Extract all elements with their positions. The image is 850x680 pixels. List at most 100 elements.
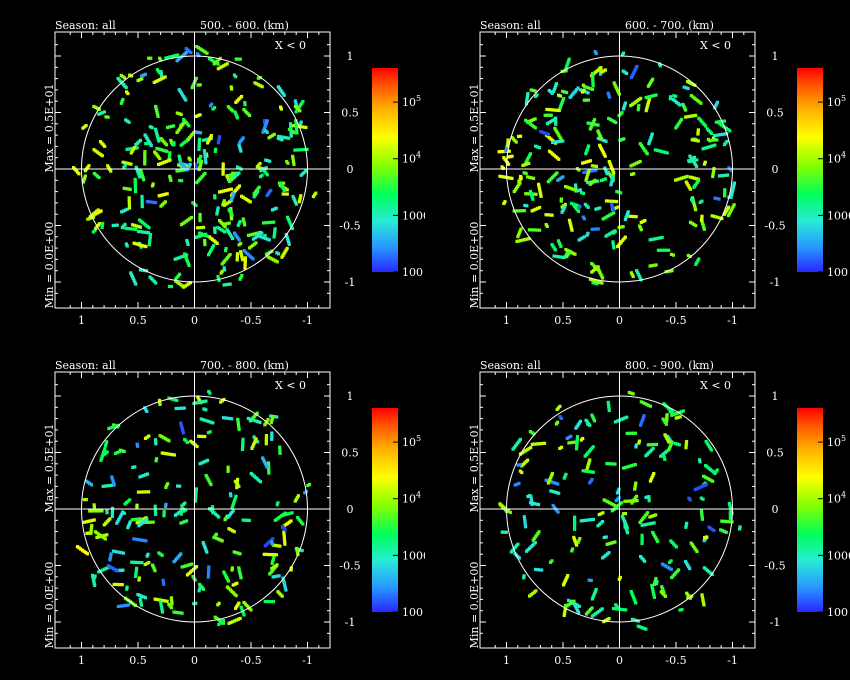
data-point: [198, 231, 202, 235]
data-point: [538, 188, 542, 192]
x-tick-label: 1: [78, 314, 85, 327]
data-point: [90, 573, 95, 578]
data-point: [156, 162, 161, 167]
data-point: [278, 449, 282, 453]
data-point: [581, 161, 585, 165]
data-point: [539, 130, 543, 134]
data-point: [266, 251, 270, 255]
data-point: [103, 447, 107, 451]
data-point: [666, 565, 670, 569]
data-point: [277, 134, 281, 138]
data-point: [601, 217, 605, 221]
data-point: [573, 252, 577, 256]
data-point: [137, 173, 141, 177]
data-point: [686, 86, 690, 91]
data-point: [95, 106, 100, 110]
data-point: [156, 155, 161, 159]
data-point: [556, 510, 560, 514]
data-point: [728, 510, 732, 515]
data-point: [253, 190, 258, 194]
panel-3: Season: all 700. - 800. (km) X < 0 Max = 0.…: [0, 340, 425, 680]
data-point: [524, 549, 529, 553]
data-point: [207, 567, 211, 571]
data-point: [512, 445, 516, 450]
data-point: [204, 548, 208, 552]
data-point: [665, 417, 669, 421]
data-point: [513, 444, 518, 448]
data-point: [713, 196, 717, 200]
data-point: [298, 196, 302, 200]
data-point: [140, 202, 144, 207]
data-point: [644, 109, 648, 113]
data-point: [668, 97, 672, 101]
data-point: [542, 441, 547, 445]
data-point: [159, 602, 163, 606]
data-point: [202, 542, 206, 547]
data-point: [550, 480, 554, 484]
data-point: [293, 198, 297, 202]
data-point: [140, 474, 144, 478]
data-point: [671, 253, 675, 257]
data-point: [574, 447, 579, 451]
data-point: [651, 587, 655, 591]
data-point: [586, 172, 590, 176]
data-point: [275, 574, 279, 578]
data-point: [598, 206, 602, 210]
data-point: [610, 199, 615, 203]
data-point: [665, 436, 669, 441]
data-point: [682, 104, 686, 108]
data-point: [165, 438, 169, 442]
data-point: [273, 564, 277, 568]
data-point: [83, 176, 87, 180]
data-point: [596, 227, 600, 231]
data-point: [675, 124, 679, 128]
data-point: [554, 481, 558, 485]
data-point: [283, 192, 287, 196]
data-point: [291, 129, 295, 134]
y-tick-label: -0.5: [764, 220, 785, 233]
data-point: [255, 188, 259, 193]
data-point: [285, 215, 290, 219]
data-point: [737, 527, 742, 531]
data-point: [639, 143, 644, 147]
data-point: [565, 185, 570, 189]
data-point: [160, 435, 164, 439]
data-point: [286, 217, 290, 221]
data-point: [168, 151, 172, 155]
data-point: [139, 601, 143, 605]
data-point: [613, 420, 618, 424]
data-point: [648, 81, 653, 85]
data-point: [651, 446, 655, 451]
data-point: [660, 562, 665, 566]
data-point: [243, 260, 247, 264]
data-point: [242, 249, 246, 253]
data-point: [131, 465, 135, 469]
data-point: [226, 467, 230, 471]
data-point: [102, 110, 106, 114]
data-point: [615, 86, 619, 91]
data-point: [157, 598, 161, 602]
data-point: [684, 439, 689, 444]
data-point: [533, 117, 537, 121]
data-point: [596, 179, 600, 183]
data-point: [182, 141, 186, 145]
data-point: [674, 416, 678, 420]
data-point: [587, 462, 591, 466]
data-point: [549, 473, 554, 478]
data-point: [651, 77, 655, 81]
data-point: [593, 50, 597, 54]
data-point: [198, 216, 202, 221]
data-point: [199, 154, 203, 159]
data-point: [672, 412, 676, 417]
data-point: [592, 417, 596, 421]
data-point: [236, 223, 240, 227]
data-point: [203, 157, 207, 161]
data-point: [546, 481, 551, 485]
data-point: [100, 223, 104, 228]
data-point: [143, 72, 147, 76]
data-point: [729, 208, 733, 212]
data-point: [282, 582, 287, 586]
data-point: [559, 445, 564, 449]
data-point: [227, 621, 231, 625]
